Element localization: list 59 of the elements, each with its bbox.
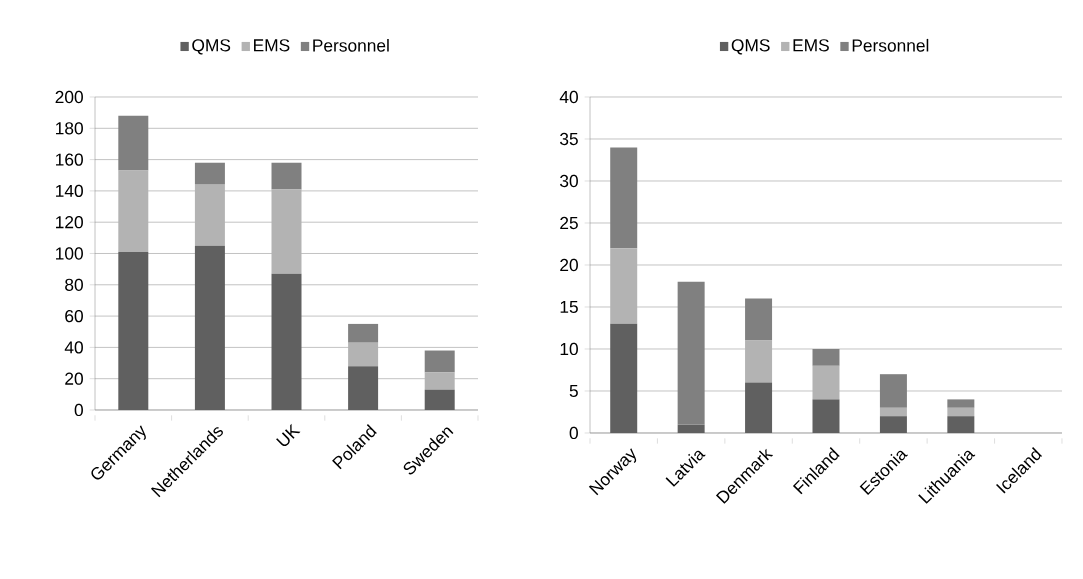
y-tick-label: 100 — [56, 247, 83, 260]
bar — [677, 281, 705, 425]
bar — [348, 366, 379, 410]
bar — [812, 399, 840, 433]
y-tick-label: 5 — [569, 384, 578, 398]
y-tick-label: 10 — [560, 342, 578, 356]
bar — [271, 189, 302, 274]
bar — [947, 407, 975, 417]
bar — [677, 424, 705, 433]
bar — [610, 323, 638, 433]
legend-label: EMS — [793, 39, 829, 52]
bar — [947, 416, 975, 433]
y-tick-label: 80 — [65, 278, 83, 291]
bar — [271, 162, 302, 190]
y-tick-label: 0 — [569, 426, 578, 440]
bar — [194, 245, 225, 410]
legend-label: QMS — [192, 39, 231, 55]
y-tick-label: 0 — [74, 403, 83, 417]
bar — [424, 389, 455, 410]
bar — [118, 170, 149, 252]
bar — [348, 323, 379, 343]
bar — [424, 350, 455, 373]
bar — [194, 184, 225, 246]
bar — [879, 407, 907, 417]
y-tick-label: 15 — [560, 300, 578, 314]
bar — [610, 147, 638, 249]
y-tick-label: 180 — [56, 122, 83, 135]
bar — [879, 416, 907, 433]
y-tick-label: 140 — [56, 184, 83, 198]
legend-label: Personnel — [313, 38, 389, 52]
bar — [610, 248, 638, 324]
bar — [194, 162, 225, 185]
bar — [424, 372, 455, 390]
y-tick-label: 120 — [56, 216, 83, 229]
bar — [879, 374, 907, 408]
bar — [118, 115, 149, 171]
y-tick-label: 25 — [560, 216, 578, 230]
y-tick-label: 20 — [560, 258, 578, 272]
bar — [118, 251, 149, 410]
legend-label: QMS — [731, 39, 770, 55]
bar — [812, 348, 840, 366]
bar — [348, 342, 379, 367]
x-tick-label: UK — [276, 423, 301, 447]
bar — [745, 340, 773, 383]
y-tick-label: 40 — [64, 341, 83, 354]
bar — [947, 399, 975, 408]
y-tick-label: 30 — [560, 174, 578, 188]
bar — [745, 382, 773, 433]
y-tick-label: 20 — [65, 372, 83, 385]
y-tick-label: 160 — [56, 153, 83, 166]
legend-label: EMS — [254, 39, 290, 52]
bar — [271, 273, 302, 410]
y-tick-label: 35 — [560, 132, 578, 146]
y-tick-label: 60 — [65, 309, 83, 323]
legend-label: Personnel — [852, 38, 929, 52]
bar — [745, 298, 773, 341]
bar — [812, 365, 840, 400]
y-tick-label: 200 — [55, 90, 83, 104]
y-tick-label: 40 — [559, 90, 578, 104]
